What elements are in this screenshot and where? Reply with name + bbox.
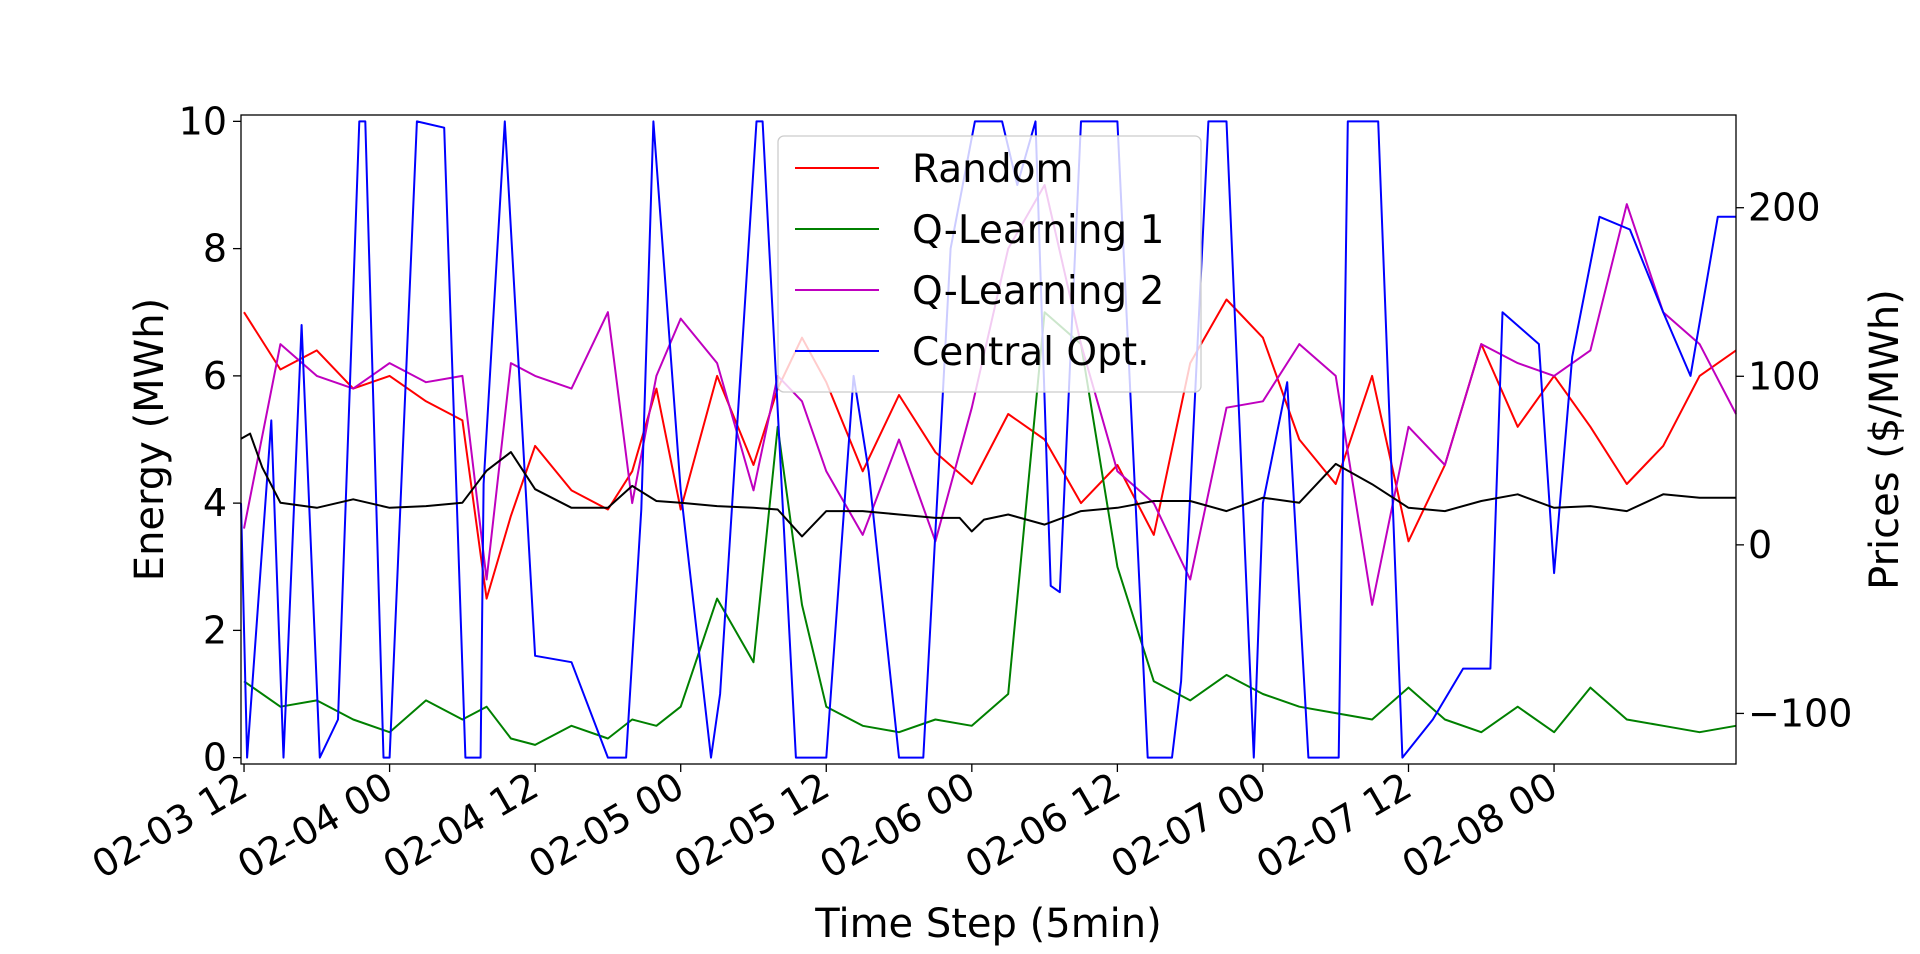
- x-axis-title: Time Step (5min): [814, 901, 1161, 947]
- legend-label: Q-Learning 2: [912, 269, 1164, 314]
- right-y-tick-label: 0: [1748, 523, 1772, 567]
- x-tick-label: 02-04 00: [230, 764, 400, 888]
- legend-box: [777, 135, 1202, 393]
- x-tick-label: 02-07 00: [1103, 764, 1273, 888]
- left-y-tick-label: 8: [203, 227, 227, 271]
- series-line-q-learning-1: [243, 311, 1737, 746]
- legend-label: Random: [912, 147, 1073, 192]
- right-y-axis: −100 0 100 200: [1736, 186, 1852, 735]
- right-y-axis-title: Prices ($/MWh): [1862, 289, 1908, 590]
- legend: Random Q-Learning 1 Q-Learning 2 Central Op…: [777, 135, 1202, 393]
- right-y-tick-label: 200: [1748, 186, 1821, 230]
- x-tick-label: 02-03 12: [85, 764, 255, 888]
- left-y-axis-title: Energy (MWh): [127, 298, 173, 581]
- series-line-price: [240, 432, 1736, 538]
- left-y-axis: 0 2 4 6 8 10: [179, 99, 241, 780]
- right-y-tick-label: −100: [1748, 691, 1852, 735]
- legend-label: Central Opt.: [912, 330, 1150, 375]
- plot-lines: [240, 120, 1737, 759]
- plot-frame: [240, 114, 1737, 765]
- legend-label: Q-Learning 1: [912, 208, 1164, 253]
- x-tick-label: 02-06 12: [958, 764, 1128, 888]
- left-y-tick-label: 6: [203, 354, 227, 398]
- left-y-tick-label: 0: [203, 736, 227, 780]
- x-tick-label: 02-07 12: [1249, 764, 1419, 888]
- x-tick-label: 02-08 00: [1395, 764, 1565, 888]
- x-tick-label: 02-05 00: [521, 764, 691, 888]
- x-tick-label: 02-04 12: [376, 764, 546, 888]
- left-y-tick-label: 10: [179, 99, 227, 143]
- x-tick-label: 02-05 12: [667, 764, 837, 888]
- right-y-tick-label: 100: [1748, 354, 1821, 398]
- left-y-tick-label: 2: [203, 608, 227, 652]
- x-tick-label: 02-06 00: [812, 764, 982, 888]
- left-y-tick-label: 4: [203, 481, 227, 525]
